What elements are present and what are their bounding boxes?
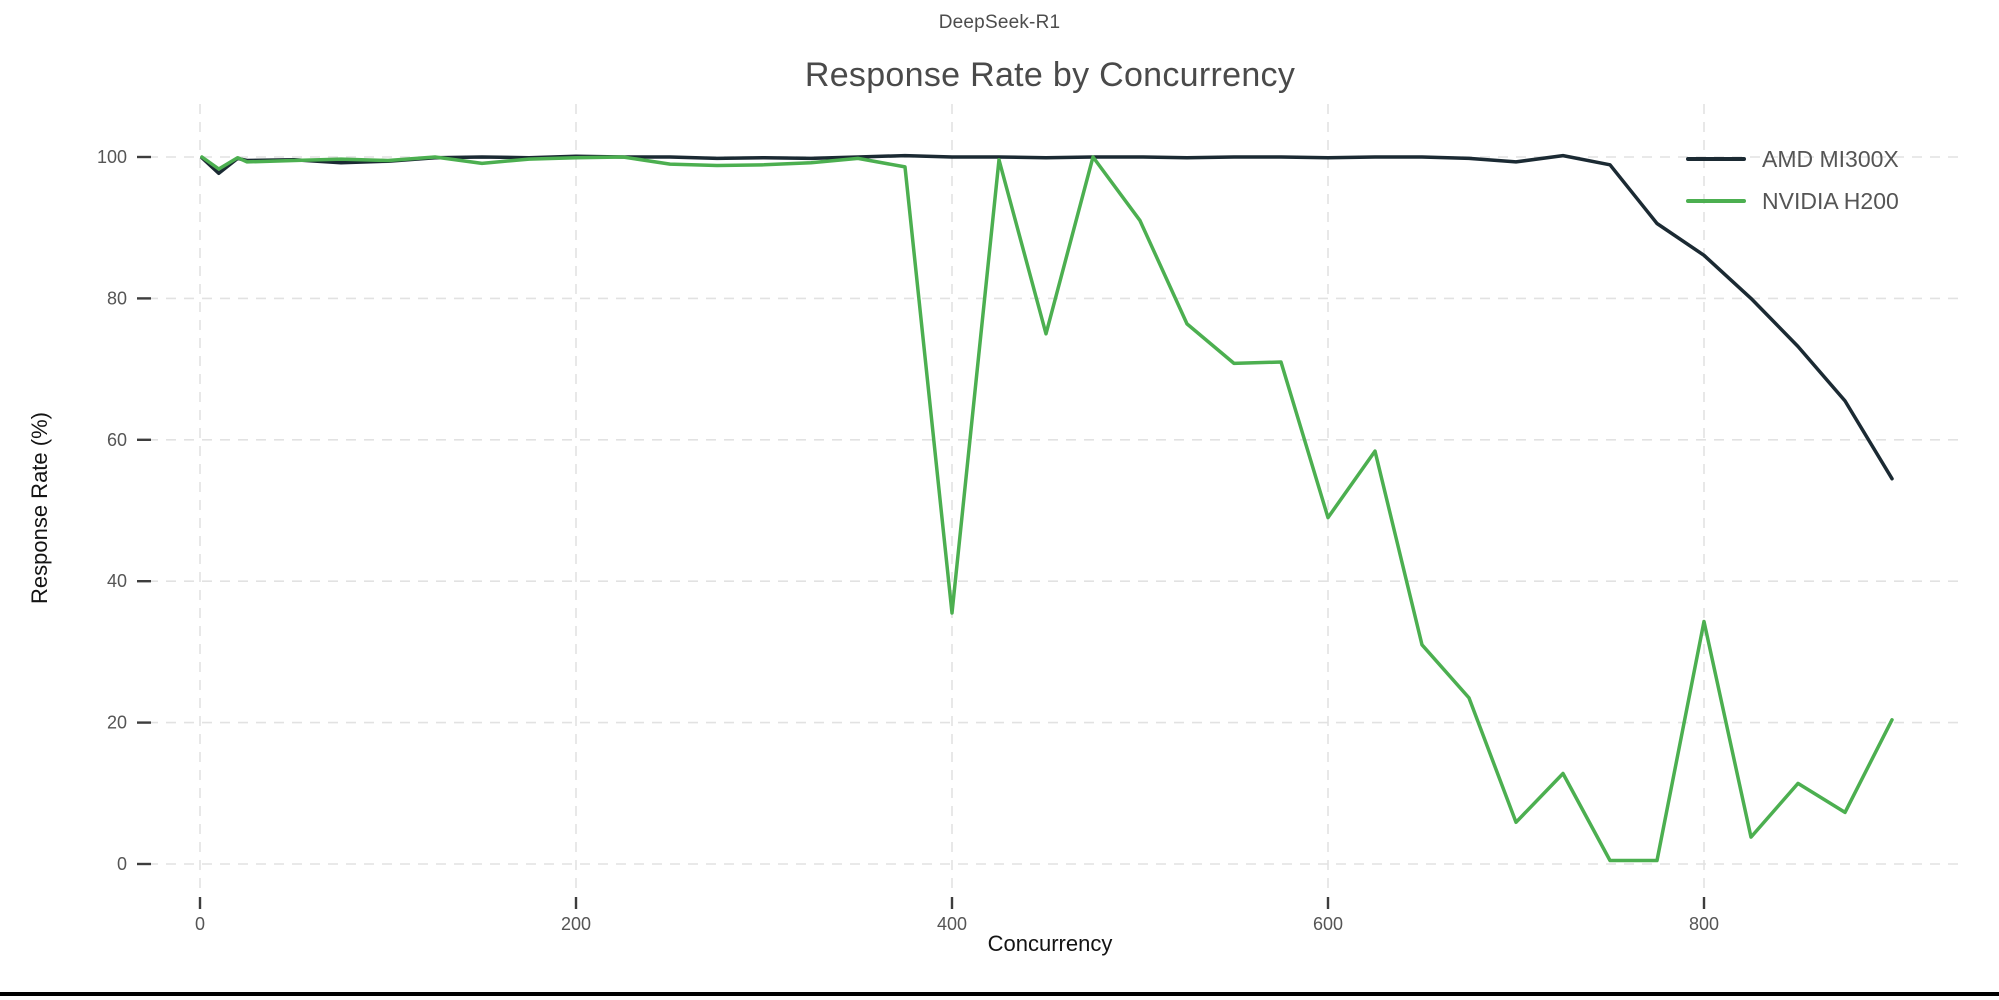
svg-text:600: 600 [1313, 914, 1343, 934]
chart-title: Response Rate by Concurrency [804, 56, 1296, 94]
svg-text:80: 80 [107, 288, 127, 308]
legend: AMD MI300X NVIDIA H200 [1686, 138, 1899, 222]
legend-item-amd-mi300x: AMD MI300X [1686, 138, 1899, 180]
svg-text:400: 400 [937, 914, 967, 934]
svg-text:800: 800 [1689, 914, 1719, 934]
svg-text:40: 40 [107, 571, 127, 591]
y-tick-labels: 0 20 40 60 80 100 [97, 147, 127, 874]
y-gridlines [148, 156, 1962, 865]
x-tick-labels: 0 200 400 600 800 [195, 914, 1719, 934]
legend-label-amd-mi300x: AMD MI300X [1762, 145, 1899, 172]
x-gridlines [199, 104, 1705, 888]
svg-text:200: 200 [561, 914, 591, 934]
series-lines [200, 153, 1894, 863]
legend-swatch-nvidia-h200 [1686, 199, 1746, 203]
y-tick-marks [137, 155, 151, 866]
figure-suptitle: DeepSeek-R1 [938, 12, 1061, 33]
legend-swatch-amd-mi300x [1686, 157, 1746, 161]
svg-text:0: 0 [117, 854, 127, 874]
bottom-border [0, 992, 1999, 996]
legend-item-nvidia-h200: NVIDIA H200 [1686, 180, 1899, 222]
svg-text:60: 60 [107, 430, 127, 450]
svg-text:20: 20 [107, 713, 127, 733]
x-axis-title: Concurrency [987, 931, 1113, 956]
svg-text:100: 100 [97, 147, 127, 167]
legend-label-nvidia-h200: NVIDIA H200 [1762, 187, 1899, 214]
x-tick-marks [198, 897, 1706, 909]
svg-text:0: 0 [195, 914, 205, 934]
